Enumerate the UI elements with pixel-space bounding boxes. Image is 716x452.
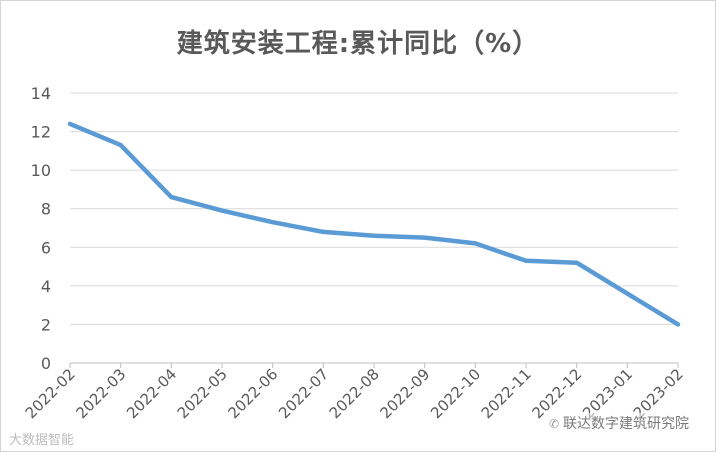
x-tick-label-2022-06: 2022-06 (224, 365, 281, 422)
wechat-icon: ✆ (548, 417, 559, 431)
data-point-2022-06 (270, 220, 275, 225)
x-tick-label-2022-02: 2022-02 (22, 365, 79, 422)
series-line-0 (67, 121, 681, 327)
x-tick-label-2022-11: 2022-11 (478, 365, 535, 422)
y-tick-label-12: 12 (31, 123, 51, 142)
data-point-2022-10 (473, 241, 478, 246)
data-point-2022-08 (372, 233, 376, 238)
data-point-2023-01 (625, 291, 630, 296)
x-tick-label-2022-05: 2022-05 (174, 365, 231, 422)
chart-title: 建筑安装工程:累计同比（%） (176, 29, 540, 59)
data-point-2022-04 (169, 195, 174, 200)
y-tick-label-8: 8 (41, 200, 51, 219)
x-tick-label-2022-10: 2022-10 (427, 365, 484, 422)
y-tick-label-6: 6 (41, 238, 51, 257)
x-tick-label-2022-03: 2022-03 (72, 365, 129, 422)
y-tick-label-14: 14 (31, 84, 51, 103)
x-tick-label-2022-09: 2022-09 (376, 365, 433, 422)
data-point-2022-12 (574, 260, 579, 265)
y-tick-label-4: 4 (41, 277, 51, 296)
watermark-right-text: 联达数字建筑研究院 (563, 416, 689, 432)
watermark-right: ✆ 联达数字建筑研究院 (546, 413, 691, 433)
data-point-2022-02 (68, 121, 72, 126)
watermark-left: 大数据智能 (9, 433, 75, 448)
x-tick-label-2022-04: 2022-04 (123, 365, 180, 422)
data-point-2022-11 (524, 258, 528, 263)
x-tick-label-2022-08: 2022-08 (326, 365, 383, 422)
y-tick-label-10: 10 (31, 161, 51, 180)
data-point-2022-05 (220, 208, 224, 213)
data-point-2022-09 (422, 235, 427, 240)
x-tick-label-2022-07: 2022-07 (275, 365, 332, 422)
data-point-2023-02 (676, 322, 680, 327)
y-tick-label-0: 0 (41, 354, 51, 373)
data-point-2022-03 (118, 143, 123, 148)
y-tick-label-2: 2 (41, 315, 51, 334)
data-point-2022-07 (321, 229, 326, 234)
